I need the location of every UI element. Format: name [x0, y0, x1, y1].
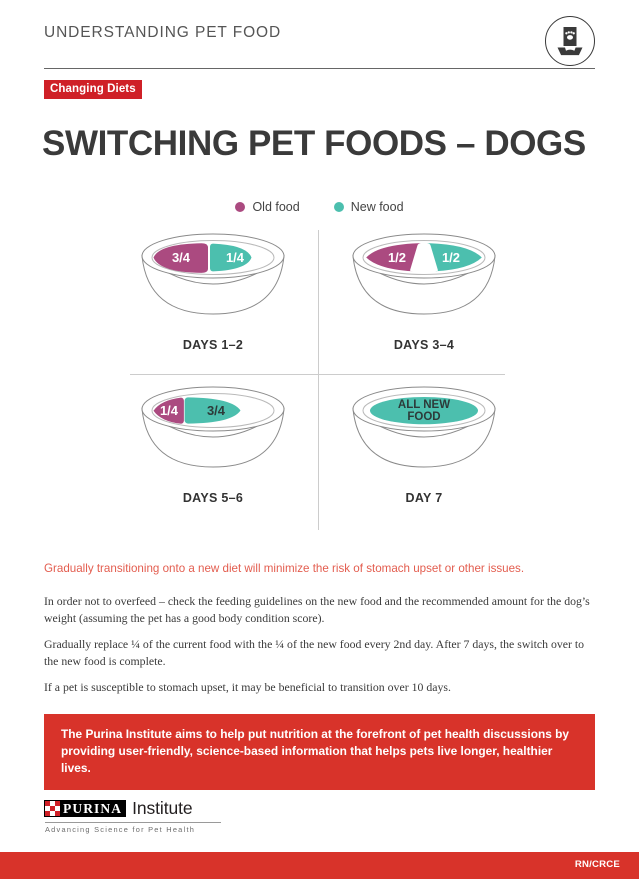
logo-brand-text: PURINA [63, 801, 123, 816]
purina-brand-block: PURINA [44, 800, 127, 817]
footer-code: RN/CRCE [574, 859, 620, 870]
body-paragraph-1: In order not to overfeed – check the fee… [44, 594, 590, 626]
checkerboard-icon [45, 801, 60, 816]
body-paragraph-2: Gradually replace ¼ of the current food … [44, 637, 585, 669]
bowl-cell-days-1-2: 3/4 1/4 DAYS 1–2 [108, 228, 318, 380]
bowl-caption-day-7: DAY 7 [405, 491, 443, 505]
logo-wordmark-row: PURINA Institute [44, 798, 284, 819]
body-paragraph-3: If a pet is susceptible to stomach upset… [44, 680, 451, 695]
bowl-days-3-4: 1/2 1/2 [335, 230, 513, 334]
grid-vertical-divider [318, 230, 319, 530]
bowl-caption-days-5-6: DAYS 5–6 [182, 491, 244, 505]
header-title: UNDERSTANDING PET FOOD [44, 24, 282, 41]
page-title: SWITCHING PET FOODS – DOGS [42, 124, 586, 163]
bowl-old-food-label: 1/2 [388, 250, 406, 265]
bowl-grid: 3/4 1/4 DAYS 1–2 1/2 1/2 [108, 228, 528, 533]
legend-label-new-food: New food [350, 200, 404, 214]
bowl-cell-day-7: ALL NEW FOOD DAY 7 [319, 381, 529, 533]
bowl-caption-days-3-4: DAYS 3–4 [393, 338, 455, 352]
bowl-days-5-6: 1/4 3/4 [124, 383, 302, 487]
legend-item-old-food: Old food [235, 200, 300, 214]
pet-food-bag-and-bowl-icon [545, 16, 595, 66]
bowl-new-food-label: 3/4 [207, 403, 226, 418]
bowl-new-food-label-line2: FOOD [407, 411, 440, 423]
bowl-days-1-2: 3/4 1/4 [124, 230, 302, 334]
grid-horizontal-divider [130, 374, 505, 375]
bowl-cell-days-5-6: 1/4 3/4 DAYS 5–6 [108, 381, 318, 533]
legend-dot-old-food-icon [235, 202, 246, 212]
bowl-old-food-label: 1/4 [160, 403, 179, 418]
legend-item-new-food: New food [333, 200, 404, 214]
logo-tagline: Advancing Science for Pet Health [45, 825, 196, 834]
header-divider [44, 68, 595, 69]
page-header: UNDERSTANDING PET FOOD [44, 16, 595, 66]
logo-divider [45, 822, 221, 823]
bowl-cell-days-3-4: 1/2 1/2 DAYS 3–4 [319, 228, 529, 380]
purina-institute-logo: PURINA Institute Advancing Science for P… [44, 798, 284, 834]
section-tag: Changing Diets [44, 80, 142, 99]
logo-sub-text: Institute [132, 798, 193, 818]
lead-paragraph: Gradually transitioning onto a new diet … [44, 562, 525, 575]
legend-dot-new-food-icon [333, 202, 344, 212]
mission-callout: The Purina Institute aims to help put nu… [44, 714, 595, 790]
legend-label-old-food: Old food [252, 200, 300, 214]
footer-bar: RN/CRCE [0, 852, 639, 879]
bowl-caption-days-1-2: DAYS 1–2 [182, 338, 244, 352]
bowl-new-food-label-line1: ALL NEW [398, 399, 450, 411]
bowl-old-food-label: 3/4 [172, 250, 191, 265]
body-paragraphs: In order not to overfeed – check the fee… [44, 593, 596, 705]
bowl-new-food-label: 1/4 [226, 250, 245, 265]
bowl-day-7: ALL NEW FOOD [335, 383, 513, 487]
bowl-new-food-label: 1/2 [442, 250, 460, 265]
chart-legend: Old food New food [0, 200, 639, 214]
